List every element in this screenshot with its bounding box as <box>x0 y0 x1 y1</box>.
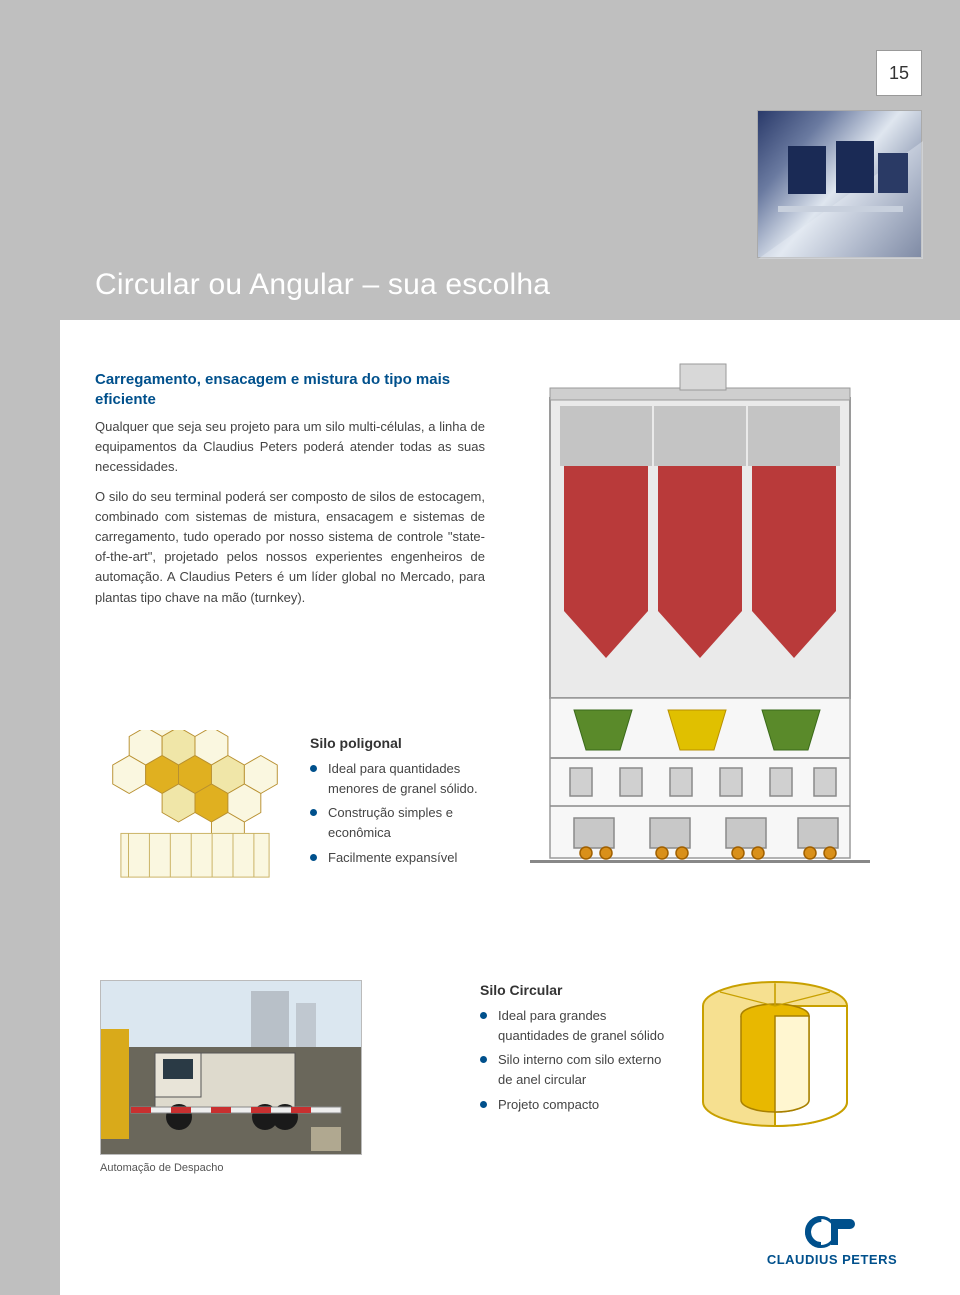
subheading: Carregamento, ensacagem e mistura do tip… <box>95 370 485 411</box>
hero-photo <box>757 110 922 258</box>
paragraph-1: Qualquer que seja seu projeto para um si… <box>95 417 485 477</box>
circ-title: Silo Circular <box>480 982 670 998</box>
brand-logo: CLAUDIUS PETERS <box>742 1216 922 1267</box>
polygonal-silo-graphic <box>100 730 290 895</box>
list-item: Facilmente expansível <box>310 848 510 868</box>
list-item: Construção simples e econômica <box>310 803 510 843</box>
body-column: Carregamento, ensacagem e mistura do tip… <box>95 370 485 618</box>
logo-mark-icon <box>742 1216 922 1248</box>
circ-bullets: Ideal para grandes quantidades de granel… <box>480 1006 670 1115</box>
list-item: Ideal para grandes quantidades de granel… <box>480 1006 670 1046</box>
list-item: Projeto compacto <box>480 1095 670 1115</box>
page-title: Circular ou Angular – sua escolha <box>95 268 550 302</box>
truck-caption: Automação de Despacho <box>100 1162 224 1174</box>
circular-silo-text: Silo Circular Ideal para grandes quantid… <box>480 982 670 1119</box>
logo-text: CLAUDIUS PETERS <box>742 1252 922 1267</box>
list-item: Silo interno com silo externo de anel ci… <box>480 1050 670 1090</box>
circular-silo-graphic <box>690 972 860 1142</box>
truck-photo <box>100 980 362 1155</box>
silo-cross-section-diagram <box>530 358 870 863</box>
polygonal-silo-text: Silo poligonal Ideal para quantidades me… <box>310 735 510 872</box>
list-item: Ideal para quantidades menores de granel… <box>310 759 510 799</box>
paragraph-2: O silo do seu terminal poderá ser compos… <box>95 487 485 608</box>
page-number: 15 <box>889 63 909 84</box>
page-number-box: 15 <box>876 50 922 96</box>
poly-title: Silo poligonal <box>310 735 510 751</box>
poly-bullets: Ideal para quantidades menores de granel… <box>310 759 510 868</box>
